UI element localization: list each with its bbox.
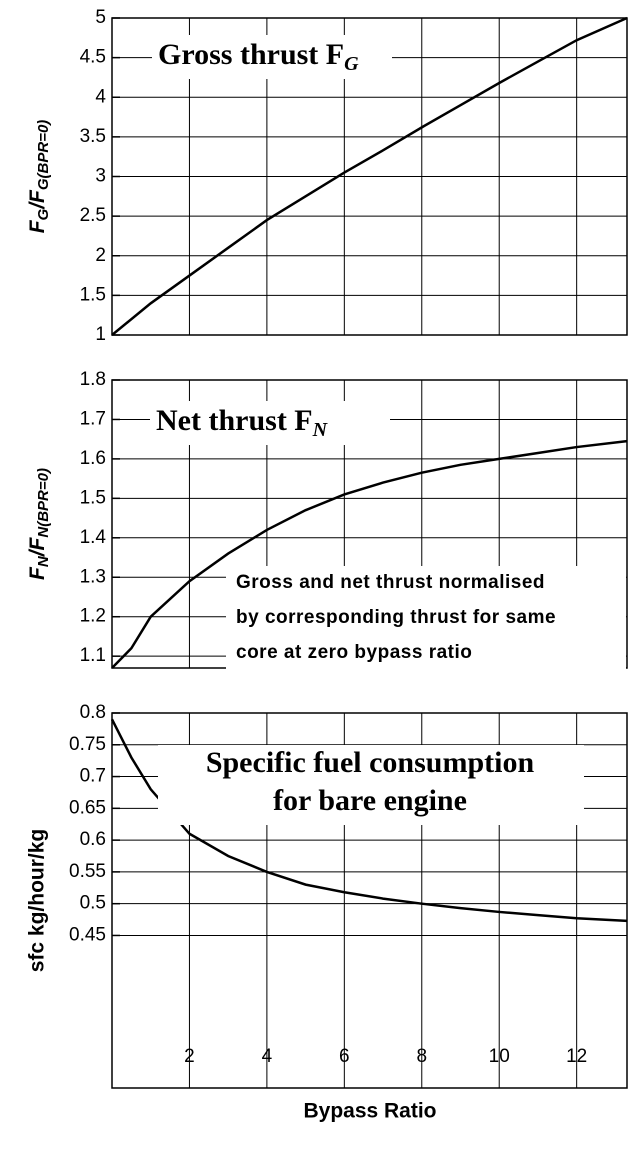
x-tick-label: 4 <box>262 1046 273 1067</box>
y-axis-label: FG/FG(BPR=0) <box>26 120 52 234</box>
y-tick-label: 3.5 <box>80 126 106 147</box>
panel-title: Gross thrust FG <box>158 38 359 75</box>
y-tick-label: 0.7 <box>80 766 106 787</box>
title-sub: G <box>344 53 359 75</box>
data-line <box>111 439 628 669</box>
title-sub: N <box>312 419 329 441</box>
y-label-part: N(BPR=0) <box>35 468 52 538</box>
y-tick-label: 0.5 <box>80 893 106 914</box>
y-tick-label: 0.6 <box>80 829 106 850</box>
y-tick-label: 0.45 <box>69 924 106 945</box>
y-tick-label: 1.3 <box>80 566 106 587</box>
y-tick-label: 1 <box>95 324 106 345</box>
y-axis-label: FN/FN(BPR=0) <box>26 468 52 580</box>
panel-title: Specific fuel consumption <box>206 746 535 779</box>
annotation: Gross and net thrust normalised <box>236 572 545 593</box>
title-text: Net thrust F <box>156 404 313 437</box>
y-tick-label: 5 <box>95 7 106 28</box>
y-tick-label: 1.5 <box>80 284 106 305</box>
y-tick-label: 0.8 <box>80 702 106 723</box>
y-label-part: F <box>26 219 49 233</box>
y-tick-label: 0.75 <box>69 734 106 755</box>
y-tick-label: 1.7 <box>80 408 106 429</box>
title-bg <box>152 35 392 79</box>
y-tick-label: 1.8 <box>80 369 106 390</box>
y-tick-label: 3 <box>95 166 106 187</box>
title-bg <box>158 745 584 825</box>
y-tick-label: 2.5 <box>80 205 106 226</box>
y-tick-label: 1.6 <box>80 448 106 469</box>
x-tick-label: 12 <box>566 1046 587 1067</box>
annotation: core at zero bypass ratio <box>236 642 472 663</box>
x-tick-label: 8 <box>416 1046 427 1067</box>
annotation: by corresponding thrust for same <box>236 607 556 628</box>
y-axis-label: sfc kg/hour/kg <box>26 829 49 973</box>
panel-title: Net thrust FN <box>156 404 329 441</box>
y-label-part: /F <box>26 189 49 210</box>
y-tick-label: 0.65 <box>69 797 106 818</box>
panel-title: for bare engine <box>273 784 467 817</box>
y-label-part: N <box>35 555 52 567</box>
y-tick-label: 0.55 <box>69 861 106 882</box>
x-tick-label: 2 <box>184 1046 195 1067</box>
y-label-part: G(BPR=0) <box>35 120 52 190</box>
title-text: Gross thrust F <box>158 38 344 71</box>
y-tick-label: 4 <box>95 86 106 107</box>
y-tick-label: 4.5 <box>80 47 106 68</box>
y-tick-label: 1.4 <box>80 527 107 548</box>
y-tick-label: 2 <box>95 245 106 266</box>
annotation-bg <box>226 566 626 669</box>
x-tick-label: 6 <box>339 1046 350 1067</box>
x-axis-label: Bypass Ratio <box>303 1100 436 1123</box>
y-tick-label: 1.5 <box>80 487 106 508</box>
title-bg <box>150 401 390 445</box>
y-tick-label: 1.1 <box>80 645 106 666</box>
plot-frame <box>111 712 628 1089</box>
y-label-part: G <box>35 208 52 220</box>
y-tick-label: 1.2 <box>80 606 106 627</box>
plot-frame <box>111 17 628 336</box>
data-line <box>111 16 628 336</box>
y-label-part: /F <box>26 536 49 557</box>
x-tick-label: 10 <box>489 1046 510 1067</box>
y-label-part: F <box>26 566 49 580</box>
